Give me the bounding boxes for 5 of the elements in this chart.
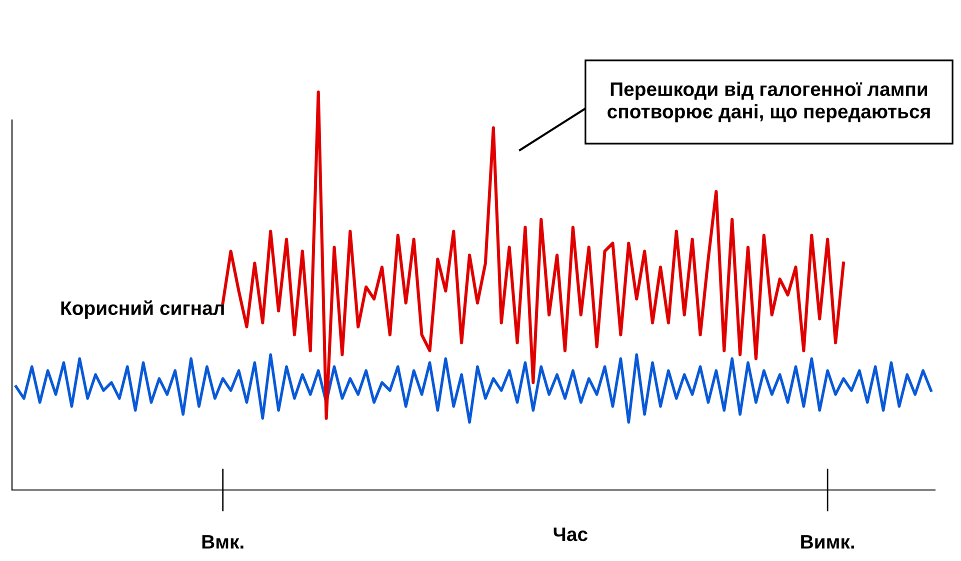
x-tick-label: Вимк. xyxy=(801,535,854,549)
x-tick-label: Вмк. xyxy=(202,535,244,549)
x-axis-title: Час xyxy=(554,528,588,542)
annotation: Перешкоди від галогенної лампи спотворює дані, що передаються xyxy=(608,82,930,122)
series-label: Корисний сигнал xyxy=(61,300,224,319)
